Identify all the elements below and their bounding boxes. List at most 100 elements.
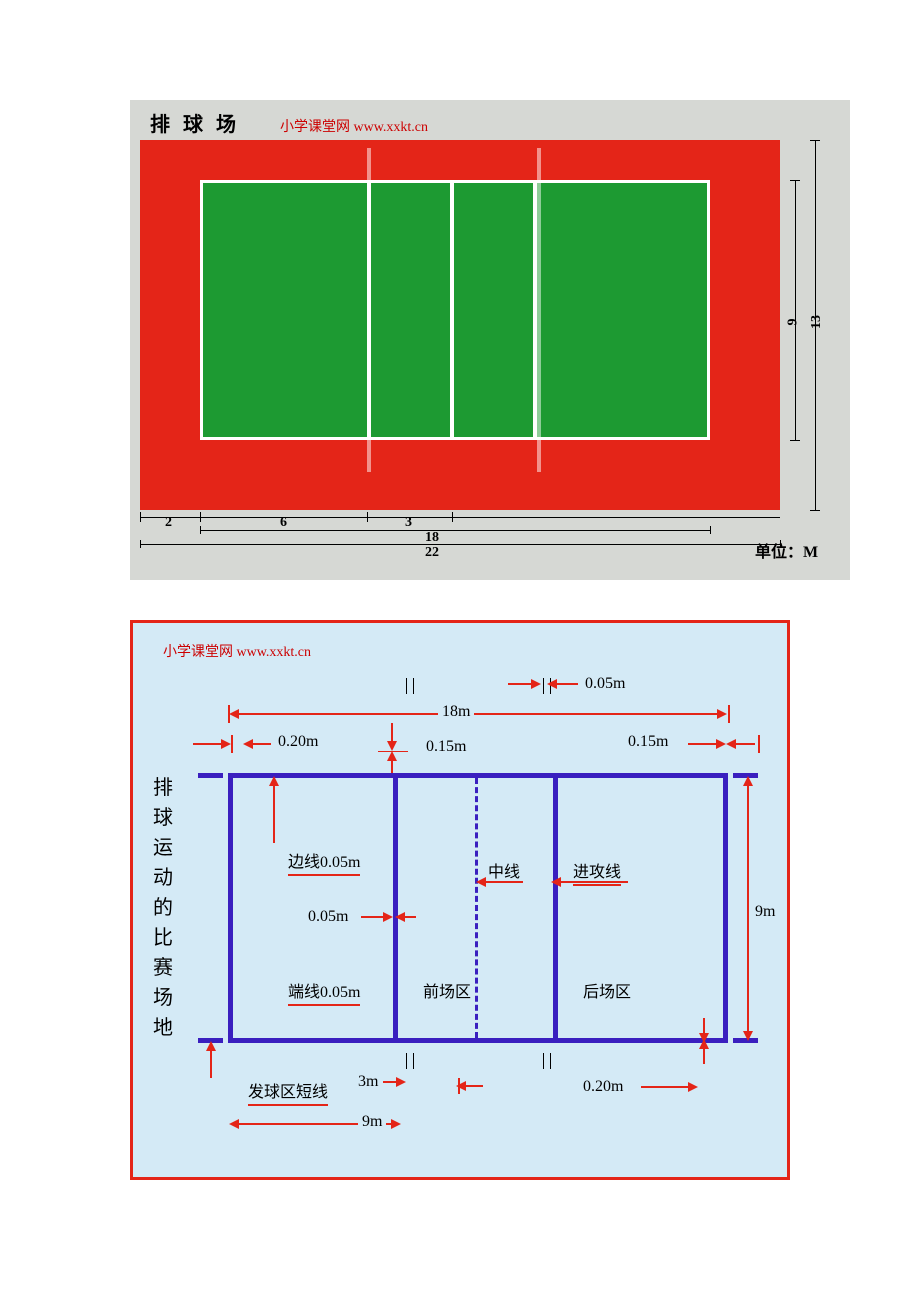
label-0.15m-b: 0.15m: [628, 733, 668, 751]
court-attack-line-right: [533, 180, 537, 440]
dim-length-18: 18: [425, 530, 439, 546]
court-sideline-bottom: [200, 437, 710, 440]
court-attack-line-left: [367, 180, 371, 440]
label-backzone: 后场区: [583, 978, 631, 1002]
arrowhead-icon: [531, 679, 541, 689]
arrowhead-icon: [456, 1081, 466, 1091]
dim-tick: [378, 751, 408, 752]
dim-tick: [367, 512, 368, 522]
arrow-line: [558, 881, 628, 883]
arrowhead-icon: [387, 751, 397, 761]
dim-tick: [790, 440, 800, 441]
dim-tick: [228, 705, 230, 723]
dim-tick: [810, 510, 820, 511]
arrow-line: [508, 683, 533, 685]
dim-tick: [140, 512, 141, 522]
arrowhead-icon: [229, 1119, 239, 1129]
arrowhead-icon: [383, 912, 393, 922]
court-outer-area: [140, 140, 780, 510]
dim-tick: [810, 140, 820, 141]
arrowhead-icon: [206, 1041, 216, 1051]
arrowhead-icon: [395, 912, 405, 922]
arrowhead-icon: [717, 709, 727, 719]
label-frontzone: 前场区: [423, 978, 471, 1002]
dim-line-18: [200, 530, 710, 531]
dim-tick: [758, 735, 760, 753]
arrow-line: [273, 783, 275, 843]
dim-tick: [790, 180, 800, 181]
label-3m: 3m: [358, 1073, 378, 1091]
attack-line-left: [393, 778, 398, 1038]
arrowhead-icon: [391, 1119, 401, 1129]
arrow-line: [193, 743, 223, 745]
arrowhead-icon: [243, 739, 253, 749]
court-endline-right: [707, 180, 710, 440]
dim-tick: [140, 540, 141, 548]
dim-tick: [452, 512, 453, 522]
label-sideline: 边线0.05m: [288, 848, 360, 876]
dim-line-9: [795, 180, 796, 440]
label-18m: 18m: [438, 703, 474, 721]
volleyball-court-plan-figure: 排 球 场 小学课堂网 www.xxkt.cn 2 6 3 18 22 9 13…: [130, 100, 850, 580]
arrow-line: [688, 743, 718, 745]
arrowhead-icon: [269, 776, 279, 786]
dim-tick: [200, 512, 201, 522]
arrow-9m: [747, 783, 749, 1033]
dim-line-22: [140, 517, 780, 518]
volleyball-court-spec-figure: 小学课堂网 www.xxkt.cn 排球运动的比赛场地 0.05m 18m 0.…: [130, 620, 790, 1180]
label-endline: 端线0.05m: [288, 978, 360, 1006]
arrow-line: [483, 881, 523, 883]
court-playing-area: [200, 180, 710, 440]
figure1-title: 排 球 场: [150, 108, 240, 137]
dim-tick: [728, 705, 730, 723]
label-9m-half: 9m: [358, 1113, 386, 1131]
arrowhead-icon: [396, 1077, 406, 1087]
arrow-line: [641, 1086, 691, 1088]
unit-label: 单位：M: [755, 538, 818, 562]
dim-tick: [200, 526, 201, 534]
arrowhead-icon: [547, 679, 557, 689]
court-sideline-top: [200, 180, 710, 183]
arrow-line: [210, 1048, 212, 1078]
label-0.15m-a: 0.15m: [426, 738, 466, 756]
dim-margin-2: 2: [165, 515, 172, 531]
dim-total-22: 22: [425, 545, 439, 561]
arrowhead-icon: [743, 776, 753, 786]
court-endline-left: [200, 180, 203, 440]
dim-width-9: 9: [786, 319, 802, 326]
arrowhead-icon: [699, 1039, 709, 1049]
label-centerline: 中线: [488, 858, 520, 882]
watermark-text-2: 小学课堂网 www.xxkt.cn: [163, 641, 311, 661]
arrow-line: [733, 743, 755, 745]
arrow-18m: [238, 713, 718, 715]
arrowhead-icon: [221, 739, 231, 749]
arrowhead-icon: [229, 709, 239, 719]
dim-line-total: [140, 544, 780, 545]
court-center-line: [450, 180, 454, 440]
arrowhead-icon: [716, 739, 726, 749]
arrowhead-icon: [743, 1031, 753, 1041]
dim-back-6: 6: [280, 515, 287, 531]
label-0.20m-left: 0.20m: [278, 733, 318, 751]
label-0.20m-right: 0.20m: [583, 1078, 623, 1096]
figure2-vertical-title: 排球运动的比赛场地: [153, 773, 175, 1043]
dim-tick: [710, 526, 711, 534]
attack-line-right: [553, 778, 558, 1038]
label-0.05m-top: 0.05m: [585, 675, 625, 693]
arrowhead-icon: [551, 877, 561, 887]
label-serveline: 发球区短线: [248, 1078, 328, 1106]
serve-line-stub: [198, 773, 223, 778]
arrowhead-icon: [726, 739, 736, 749]
label-9m-width: 9m: [755, 903, 775, 921]
arrowhead-icon: [688, 1082, 698, 1092]
dim-front-3: 3: [405, 515, 412, 531]
dim-tick: [231, 735, 233, 753]
center-line: [475, 778, 478, 1038]
arrowhead-icon: [387, 741, 397, 751]
arrowhead-icon: [476, 877, 486, 887]
dim-width-13: 13: [809, 315, 825, 329]
arrow-line: [463, 1085, 483, 1087]
watermark-text: 小学课堂网 www.xxkt.cn: [280, 116, 428, 136]
dashed-extension-right: [537, 148, 541, 472]
arrow-line: [251, 743, 271, 745]
